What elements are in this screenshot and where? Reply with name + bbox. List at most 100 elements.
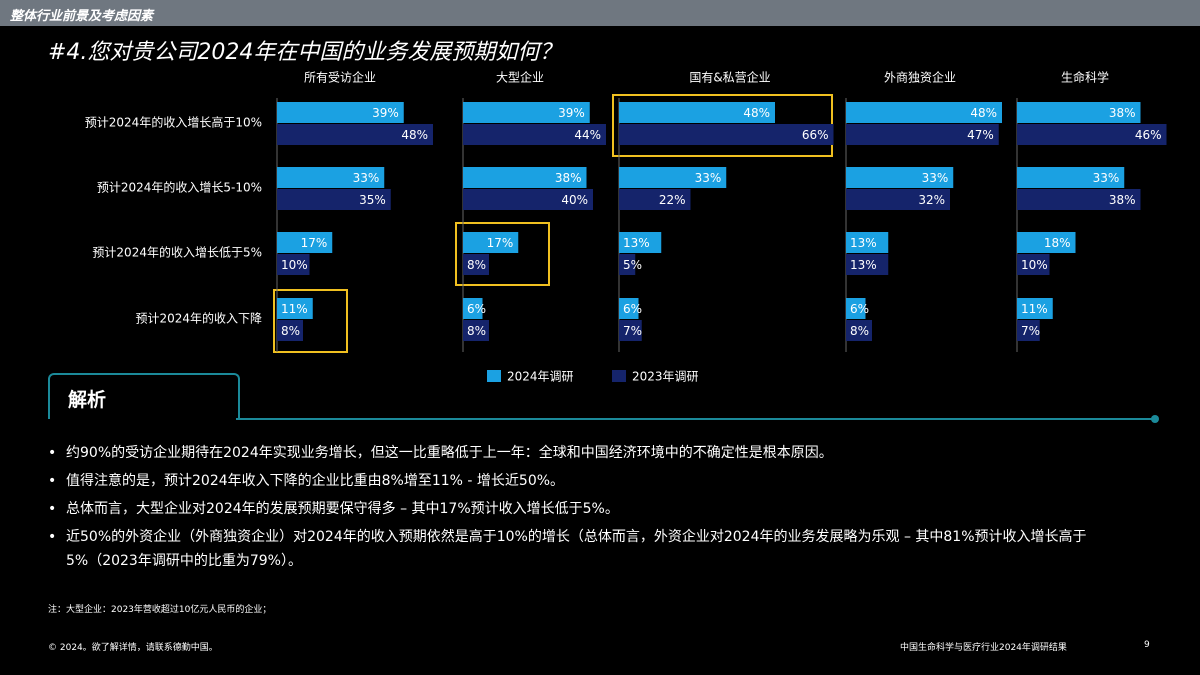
value-label: 38% <box>1109 106 1136 120</box>
bar <box>619 124 834 145</box>
bar <box>277 124 433 145</box>
bar <box>1017 254 1050 275</box>
legend-label: 2024年调研 <box>507 370 574 384</box>
bar <box>619 167 727 188</box>
bullet: 近50%的外资企业（外商独资企业）对2024年的收入预期依然是高于10%的增长（… <box>48 525 1138 573</box>
value-label: 8% <box>281 324 300 338</box>
bar <box>846 232 889 253</box>
top-bar: 整体行业前景及考虑因素 <box>0 0 1200 26</box>
bar <box>463 232 519 253</box>
bar <box>463 124 606 145</box>
bar <box>463 102 590 123</box>
analysis-heading: 解析 <box>68 389 107 411</box>
panel-title: 外商独资企业 <box>884 70 956 85</box>
page-number: 9 <box>1144 640 1150 650</box>
value-label: 32% <box>918 193 945 207</box>
bar <box>277 298 313 319</box>
value-label: 7% <box>623 324 642 338</box>
bar <box>619 189 691 210</box>
bullet: 总体而言，大型企业对2024年的发展预期要保守得多 – 其中17%预计收入增长低… <box>48 497 1138 521</box>
bar <box>277 232 333 253</box>
value-label: 46% <box>1135 128 1162 142</box>
value-label: 33% <box>353 171 380 185</box>
bar <box>277 102 404 123</box>
value-label: 33% <box>695 171 722 185</box>
value-label: 17% <box>301 236 328 250</box>
divider-dot <box>1151 415 1159 423</box>
value-label: 44% <box>574 128 601 142</box>
value-label: 8% <box>467 324 486 338</box>
bar <box>846 320 872 341</box>
bar <box>846 298 866 319</box>
bar <box>619 232 662 253</box>
value-label: 5% <box>623 258 642 272</box>
value-label: 38% <box>1109 193 1136 207</box>
row-label: 预计2024年的收入下降 <box>135 311 262 326</box>
panel-title: 国有&私营企业 <box>689 70 770 85</box>
bar <box>846 124 999 145</box>
value-label: 48% <box>401 128 428 142</box>
value-label: 33% <box>1093 171 1120 185</box>
bar <box>619 254 636 275</box>
panel-title: 生命科学 <box>1061 70 1109 85</box>
bar <box>463 254 489 275</box>
panel-title: 所有受访企业 <box>304 70 376 85</box>
row-label: 预计2024年的收入增长低于5% <box>92 245 262 260</box>
bar <box>463 298 483 319</box>
bar <box>1017 102 1141 123</box>
value-label: 8% <box>467 258 486 272</box>
value-label: 10% <box>1021 258 1048 272</box>
highlight-box <box>273 289 348 353</box>
note: 注：大型企业：2023年营收超过10亿元人民币的企业； <box>48 605 272 615</box>
value-label: 66% <box>802 128 829 142</box>
value-label: 8% <box>850 324 869 338</box>
value-label: 13% <box>850 236 877 250</box>
bar <box>846 102 1002 123</box>
value-label: 39% <box>558 106 585 120</box>
panel-title: 大型企业 <box>496 70 544 85</box>
bar <box>463 189 593 210</box>
value-label: 11% <box>1021 302 1048 316</box>
row-label: 预计2024年的收入增长高于10% <box>85 115 262 130</box>
bar <box>1017 167 1125 188</box>
value-label: 18% <box>1044 236 1071 250</box>
bar <box>1017 298 1053 319</box>
copyright: © 2024。欲了解详情，请联系德勤中国。 <box>48 643 218 653</box>
bar <box>846 167 954 188</box>
bar <box>1017 189 1141 210</box>
value-label: 10% <box>281 258 308 272</box>
bar <box>846 254 889 275</box>
bullet-list: 约90%的受访企业期待在2024年实现业务增长，但这一比重略低于上一年：全球和中… <box>48 441 1138 577</box>
bar <box>463 167 587 188</box>
bar <box>619 102 775 123</box>
bullet: 值得注意的是，预计2024年收入下降的企业比重由8%增至11% - 增长近50%… <box>48 469 1138 493</box>
bar <box>277 167 385 188</box>
value-label: 13% <box>623 236 650 250</box>
bar <box>619 320 642 341</box>
row-label: 预计2024年的收入增长5-10% <box>97 180 262 195</box>
bar <box>463 320 489 341</box>
value-label: 11% <box>281 302 308 316</box>
value-label: 6% <box>850 302 869 316</box>
divider <box>236 418 1155 420</box>
slide-title: #4.您对贵公司2024年在中国的业务发展预期如何？ <box>48 40 562 65</box>
value-label: 22% <box>659 193 686 207</box>
value-label: 7% <box>1021 324 1040 338</box>
bar <box>1017 124 1167 145</box>
report-name: 中国生命科学与医疗行业2024年调研结果 <box>900 643 1067 653</box>
value-label: 35% <box>359 193 386 207</box>
bar <box>277 320 303 341</box>
value-label: 38% <box>555 171 582 185</box>
chart: 预计2024年的收入增长高于10% 预计2024年的收入增长5-10% 预计2024… <box>85 70 1167 384</box>
value-label: 48% <box>970 106 997 120</box>
section-title: 整体行业前景及考虑因素 <box>10 9 154 24</box>
bar <box>846 189 950 210</box>
bullet: 约90%的受访企业期待在2024年实现业务增长，但这一比重略低于上一年：全球和中… <box>48 441 1138 465</box>
value-label: 40% <box>561 193 588 207</box>
analysis-tab: 解析 <box>48 373 240 419</box>
bar <box>619 298 639 319</box>
highlight-box <box>455 222 550 286</box>
legend-label: 2023年调研 <box>632 370 699 384</box>
value-label: 33% <box>922 171 949 185</box>
